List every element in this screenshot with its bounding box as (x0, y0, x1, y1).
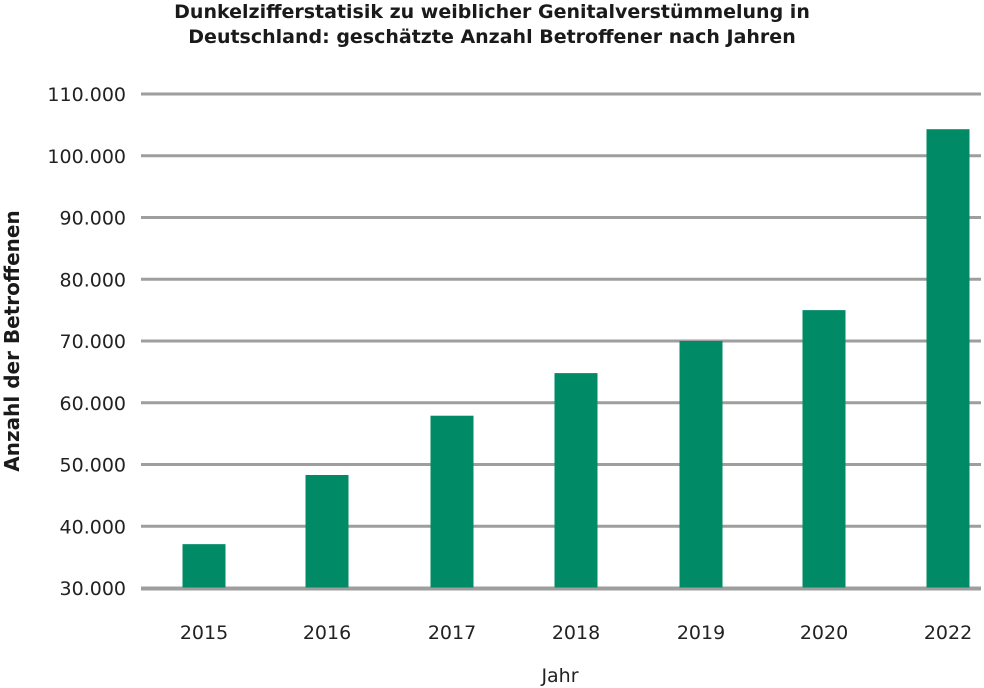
chart-title: Dunkelzifferstatisik zu weiblicher Genit… (0, 0, 984, 50)
bar-2022 (926, 129, 970, 588)
y-axis-label: Anzahl der Betroffenen (0, 210, 24, 471)
x-tick-label: 2022 (924, 622, 972, 644)
bars (141, 129, 981, 591)
y-tick-label: 100.000 (47, 146, 126, 168)
y-tick-labels: 30.000 40.000 50.000 60.000 70.000 80.000 90.0… (47, 84, 126, 600)
y-tick-label: 30.000 (60, 578, 126, 600)
y-tick-label: 40.000 (60, 516, 126, 538)
bar-2020 (802, 310, 846, 588)
x-tick-label: 2018 (552, 622, 600, 644)
x-tick-labels: 2015 2016 2017 2018 2019 2020 2022 (180, 622, 972, 644)
chart-title-line-1: Dunkelzifferstatisik zu weiblicher Genit… (174, 1, 810, 23)
x-tick-label: 2017 (428, 622, 476, 644)
y-tick-label: 50.000 (60, 455, 126, 477)
x-tick-label: 2019 (677, 622, 725, 644)
y-tick-label: 90.000 (60, 208, 126, 230)
bar-2015 (182, 544, 226, 588)
y-tick-label: 70.000 (60, 331, 126, 353)
bar-2019 (679, 341, 723, 588)
y-tick-label: 110.000 (47, 84, 126, 106)
y-tick-label: 60.000 (60, 393, 126, 415)
x-tick-label: 2020 (800, 622, 848, 644)
x-tick-label: 2016 (303, 622, 351, 644)
bar-2018 (554, 373, 598, 588)
y-tick-label: 80.000 (60, 269, 126, 291)
x-axis-label: Jahr (540, 665, 578, 687)
bar-2016 (305, 474, 349, 588)
bar-2017 (430, 415, 474, 588)
x-tick-label: 2015 (180, 622, 228, 644)
chart-title-line-2: Deutschland: geschätzte Anzahl Betroffen… (188, 26, 796, 48)
